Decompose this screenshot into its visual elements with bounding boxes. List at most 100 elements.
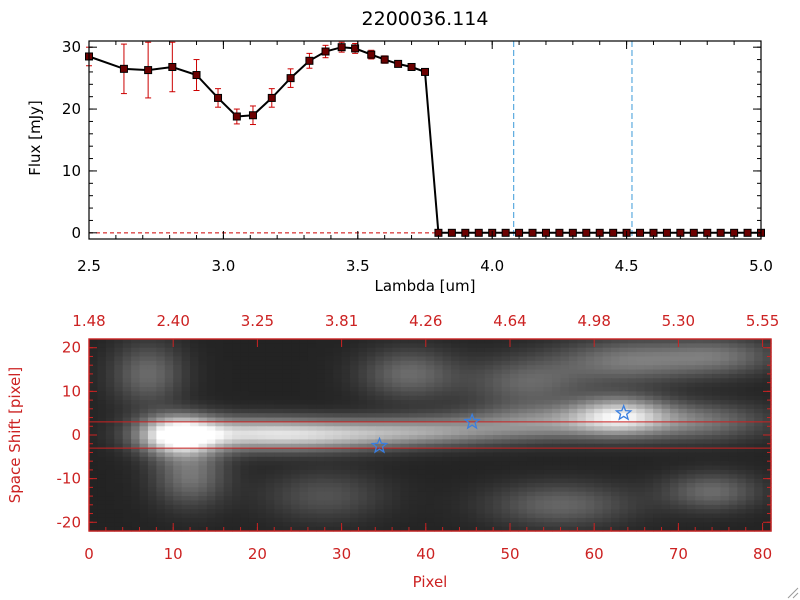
heatmap-cell bbox=[712, 509, 722, 515]
heatmap-cell bbox=[282, 500, 292, 506]
resize-grip-icon[interactable] bbox=[787, 587, 799, 599]
heatmap-cell bbox=[467, 356, 477, 362]
heatmap-cell bbox=[568, 408, 578, 414]
heatmap-cell bbox=[459, 504, 469, 510]
heatmap-cell bbox=[114, 347, 124, 353]
heatmap-cell bbox=[282, 491, 292, 497]
heatmap-cell bbox=[257, 526, 267, 532]
heatmap-cell bbox=[232, 395, 242, 401]
heatmap-cell bbox=[274, 483, 284, 488]
heatmap-cell bbox=[190, 387, 200, 392]
heatmap-cell bbox=[375, 509, 385, 515]
heatmap-cell bbox=[206, 400, 216, 406]
heatmap-cell bbox=[636, 426, 646, 432]
heatmap-cell bbox=[425, 369, 435, 375]
heatmap-cell bbox=[459, 443, 469, 449]
heatmap-cell bbox=[535, 373, 545, 379]
heatmap-cell bbox=[611, 439, 621, 445]
heatmap-cell bbox=[383, 491, 393, 497]
heatmap-cell bbox=[392, 448, 402, 454]
heatmap-cell bbox=[653, 509, 663, 515]
heatmap-cell bbox=[669, 408, 679, 414]
heatmap-cell bbox=[611, 469, 621, 475]
heatmap-cell bbox=[762, 474, 772, 480]
heatmap-cell bbox=[383, 430, 393, 436]
heatmap-cell bbox=[678, 439, 688, 445]
heatmap-cell bbox=[97, 373, 107, 379]
heatmap-cell bbox=[745, 452, 755, 458]
heatmap-cell bbox=[526, 439, 536, 445]
heatmap-cell bbox=[274, 395, 284, 401]
heatmap-cell bbox=[417, 352, 427, 358]
heatmap-cell bbox=[619, 522, 629, 528]
heatmap-cell bbox=[316, 435, 326, 440]
heatmap-cell bbox=[459, 417, 469, 423]
heatmap-cell bbox=[257, 391, 267, 397]
heatmap-cell bbox=[686, 339, 696, 344]
heatmap-cell bbox=[265, 474, 275, 480]
heatmap-cell bbox=[316, 474, 326, 480]
heatmap-cell bbox=[577, 474, 587, 480]
heatmap-cell bbox=[745, 373, 755, 379]
heatmap-cell bbox=[156, 491, 166, 497]
heatmap-cell bbox=[543, 421, 553, 427]
heatmap-cell bbox=[156, 504, 166, 510]
heatmap-cell bbox=[745, 387, 755, 392]
heatmap-cell bbox=[307, 352, 317, 358]
heatmap-cell bbox=[745, 487, 755, 493]
heatmap-cell bbox=[215, 369, 225, 375]
heatmap-cell bbox=[333, 395, 343, 401]
heatmap-cell bbox=[644, 408, 654, 414]
heatmap-cell bbox=[762, 378, 772, 384]
heatmap-cell bbox=[350, 513, 360, 519]
heatmap-cell bbox=[467, 343, 477, 349]
heatmap-cell bbox=[408, 360, 418, 366]
heatmap-cell bbox=[97, 382, 107, 388]
heatmap-cell bbox=[97, 522, 107, 528]
heatmap-cell bbox=[190, 395, 200, 401]
heatmap-cell bbox=[400, 339, 410, 344]
heatmap-cell bbox=[509, 526, 520, 532]
heatmap-cell bbox=[223, 387, 233, 392]
heatmap-cell bbox=[568, 373, 578, 379]
heatmap-cell bbox=[383, 426, 393, 432]
heatmap-cell bbox=[341, 491, 351, 497]
heatmap-cell bbox=[627, 461, 637, 467]
heatmap-cell bbox=[366, 443, 376, 449]
heatmap-cell bbox=[164, 387, 174, 392]
heatmap-cell bbox=[299, 352, 309, 358]
heatmap-cell bbox=[105, 483, 115, 488]
heatmap-cell bbox=[678, 461, 688, 467]
heatmap-cell bbox=[526, 356, 536, 362]
heatmap-cell bbox=[451, 378, 461, 384]
heatmap-cell bbox=[434, 430, 444, 436]
heatmap-cell bbox=[307, 408, 317, 414]
heatmap-cell bbox=[131, 439, 141, 445]
heatmap-cell bbox=[669, 478, 679, 484]
heatmap-cell bbox=[248, 513, 258, 519]
heatmap-cell bbox=[560, 343, 570, 349]
heatmap-cell bbox=[350, 496, 360, 502]
heatmap-cell bbox=[695, 439, 705, 445]
heatmap-cell bbox=[114, 522, 124, 528]
heatmap-cell bbox=[476, 500, 486, 506]
heatmap-cell bbox=[720, 500, 730, 506]
heatmap-cell bbox=[451, 439, 461, 445]
heatmap-cell bbox=[543, 373, 553, 379]
heatmap-cell bbox=[552, 421, 562, 427]
heatmap-cell bbox=[594, 378, 604, 384]
heatmap-cell bbox=[560, 352, 570, 358]
heatmap-cell bbox=[661, 421, 671, 427]
heatmap-cell bbox=[585, 452, 595, 458]
heatmap-cell bbox=[703, 478, 713, 484]
heatmap-cell bbox=[703, 426, 713, 432]
heatmap-cell bbox=[703, 391, 713, 397]
heatmap-cell bbox=[173, 461, 183, 467]
heatmap-cell bbox=[568, 513, 578, 519]
heatmap-cell bbox=[392, 526, 402, 532]
heatmap-cell bbox=[114, 443, 124, 449]
heatmap-cell bbox=[653, 360, 663, 366]
heatmap-cell bbox=[509, 413, 520, 419]
heatmap-cell bbox=[509, 435, 520, 440]
heatmap-cell bbox=[333, 452, 343, 458]
